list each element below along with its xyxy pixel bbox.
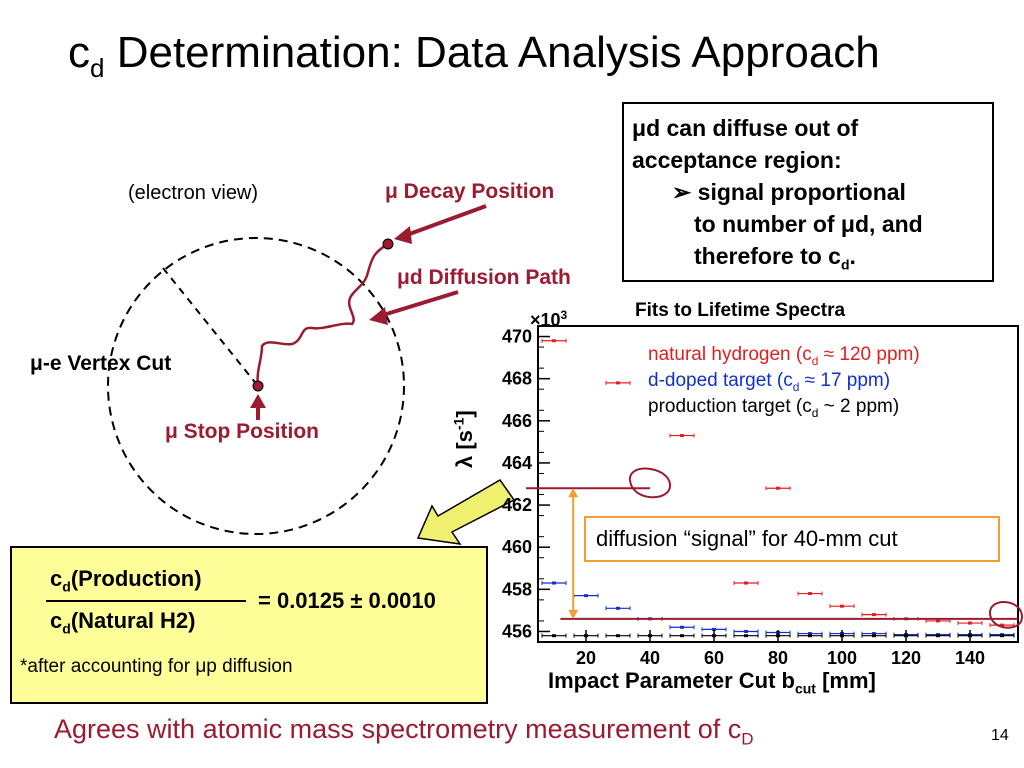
diffusion-signal-box: diffusion “signal” for 40-mm cut: [584, 516, 1000, 562]
x-tick-label: 20: [576, 648, 596, 668]
data-point: [712, 627, 716, 631]
data-point: [552, 634, 556, 638]
signal-arrow-up: [568, 488, 579, 498]
ratio-denominator: cd(Natural H2): [50, 608, 196, 637]
highlight-circle-end: [989, 600, 1024, 629]
data-point: [744, 629, 748, 633]
data-point: [936, 619, 940, 623]
info-line-1: μd can diffuse out of: [632, 115, 859, 141]
diffusion-path: [256, 242, 389, 387]
data-point: [616, 381, 620, 385]
stop-position-label: μ Stop Position: [165, 420, 320, 443]
vertex-cut-circle: [107, 237, 405, 535]
data-point: [1000, 634, 1004, 638]
data-point: [872, 634, 876, 638]
y-tick-label: 458: [502, 579, 532, 599]
yellow-arrow: [416, 479, 516, 545]
footer-statement: Agrees with atomic mass spectrometry mea…: [54, 714, 754, 749]
y-tick-label: 466: [502, 411, 532, 431]
x-tick-label: 140: [955, 648, 985, 668]
y-tick-label: 470: [502, 327, 532, 347]
chart-title: Fits to Lifetime Spectra: [635, 300, 846, 321]
diffusion-arrow: [379, 290, 459, 318]
data-point: [968, 621, 972, 625]
electron-view-label: (electron view): [128, 182, 259, 204]
data-point: [584, 594, 588, 598]
data-point: [552, 339, 556, 343]
decay-arrow: [403, 204, 487, 238]
decay-position-label: μ Decay Position: [385, 180, 555, 203]
x-tick-label: 40: [640, 648, 660, 668]
data-point: [808, 634, 812, 638]
y-multiplier: ×103: [530, 308, 568, 330]
y-axis-label: λ [s-1]: [450, 410, 477, 468]
data-point: [680, 434, 684, 438]
x-tick-label: 60: [704, 648, 724, 668]
ratio-value: = 0.0125 ± 0.0010: [258, 588, 436, 613]
y-tick-label: 468: [502, 369, 532, 389]
data-point: [616, 606, 620, 610]
legend-entry: production target (cd ~ 2 ppm): [648, 396, 900, 420]
highlight-circle-40mm: [629, 467, 671, 499]
data-point: [776, 486, 780, 490]
decay-position-marker: [382, 238, 394, 250]
info-line-4: to number of μd, and: [694, 211, 923, 237]
info-line-3: ➢ signal proportional: [672, 179, 906, 205]
data-point: [872, 613, 876, 617]
page-number: 14: [991, 727, 1009, 744]
data-point: [808, 632, 812, 636]
y-tick-label: 464: [502, 453, 532, 473]
x-tick-label: 80: [768, 648, 788, 668]
data-point: [872, 632, 876, 636]
data-point: [744, 581, 748, 585]
chart-legend: natural hydrogen (cd ≈ 120 ppm) d-doped t…: [648, 342, 920, 420]
data-point: [744, 634, 748, 638]
diffusion-path-label: μd Diffusion Path: [397, 266, 571, 289]
fraction-bar: [46, 600, 246, 602]
page-title: cd Determination: Data Analysis Approach: [68, 28, 880, 83]
bullet-icon: ➢: [672, 179, 692, 205]
data-point: [1000, 623, 1004, 627]
y-tick-label: 462: [502, 495, 532, 515]
info-line-2: acceptance region:: [632, 147, 842, 173]
ratio-numerator: cd(Production): [50, 566, 202, 595]
x-axis-label: Impact Parameter Cut bcut [mm]: [548, 668, 876, 697]
data-point: [840, 604, 844, 608]
signal-arrow-down: [568, 609, 579, 619]
series-0: [541, 338, 1015, 628]
legend-entry: natural hydrogen (cd ≈ 120 ppm): [648, 344, 920, 368]
data-point: [936, 634, 940, 638]
result-note: *after accounting for μp diffusion: [20, 656, 293, 677]
result-box: cd(Production) cd(Natural H2) = 0.0125 ±…: [10, 546, 488, 704]
data-point: [680, 634, 684, 638]
data-point: [552, 581, 556, 585]
x-tick-label: 120: [891, 648, 921, 668]
legend-entry: d-doped target (cd ≈ 17 ppm): [648, 370, 891, 394]
stop-position-marker: [252, 380, 264, 392]
info-line-5: therefore to cd.: [694, 243, 856, 273]
y-tick-label: 456: [502, 621, 532, 641]
diffusion-info-box: μd can diffuse out of acceptance region:…: [622, 102, 994, 282]
series-1: [541, 581, 1015, 637]
data-point: [680, 625, 684, 629]
x-tick-label: 100: [827, 648, 857, 668]
y-tick-label: 460: [502, 537, 532, 557]
vertex-cut-label: μ-e Vertex Cut: [30, 352, 172, 375]
data-point: [616, 634, 620, 638]
data-point: [808, 592, 812, 596]
